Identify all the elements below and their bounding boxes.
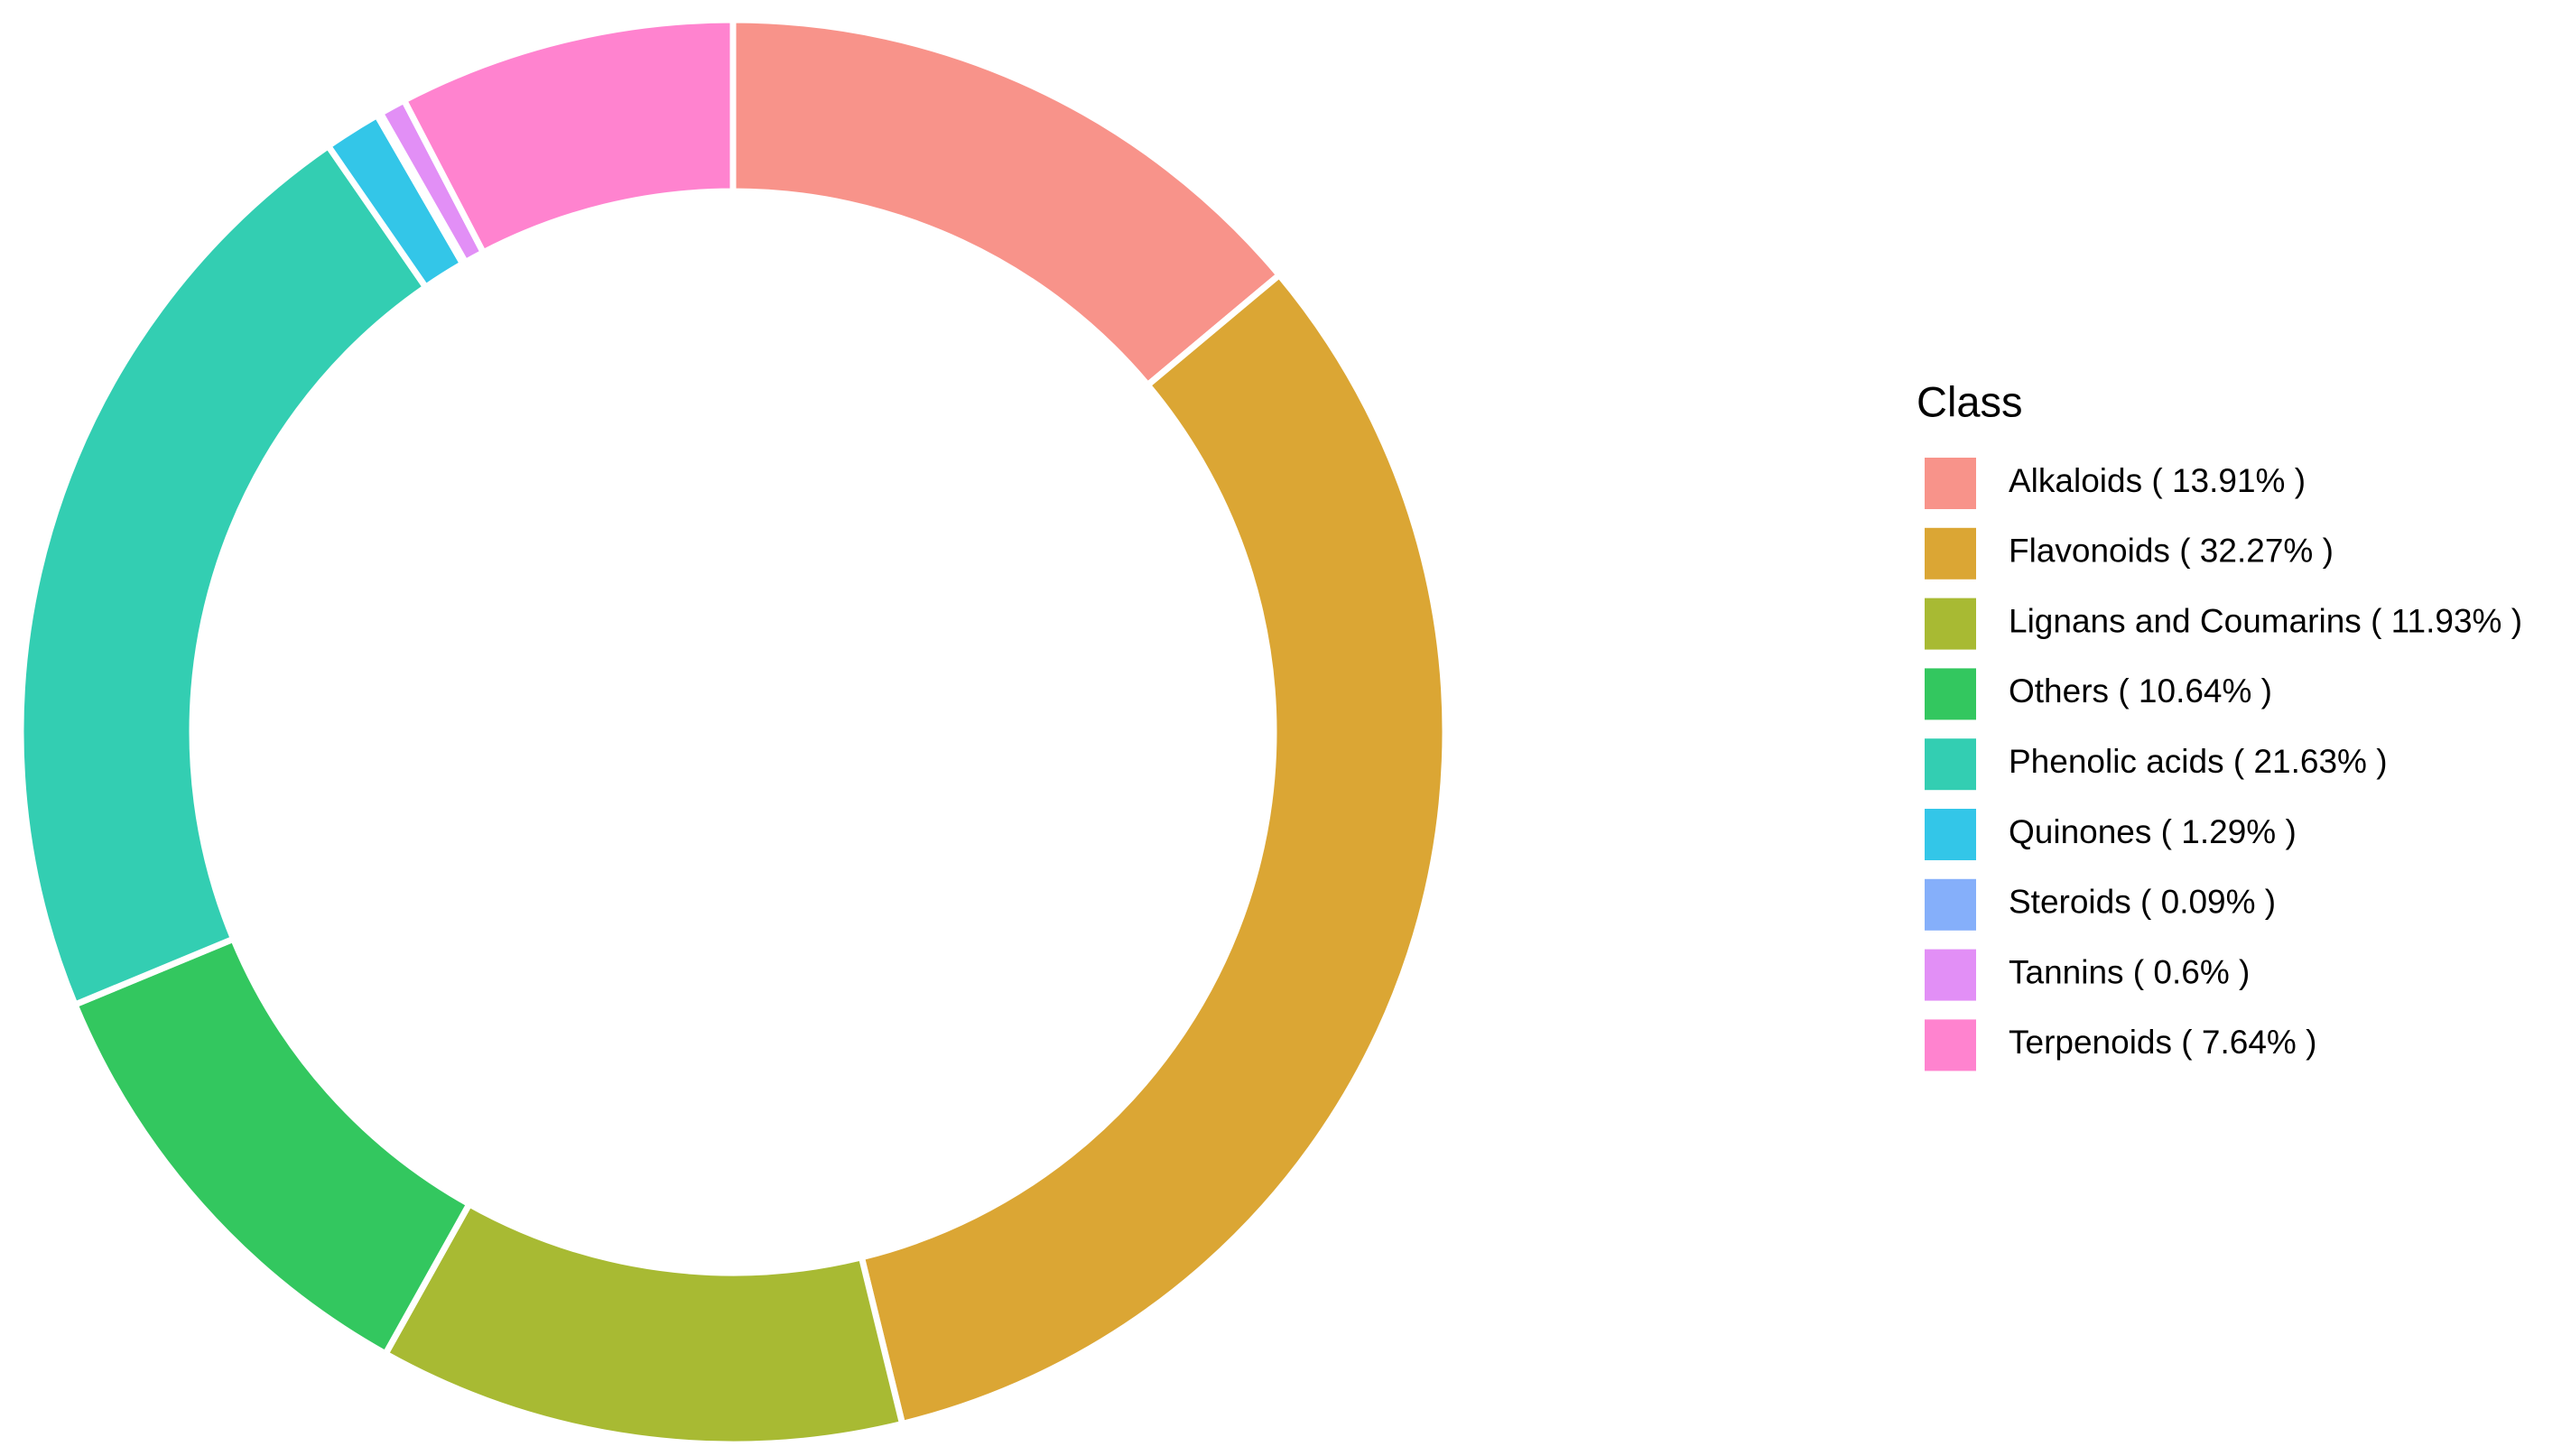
- legend-label: Steroids ( 0.09% ): [2009, 884, 2276, 921]
- legend-key: [1925, 1019, 1976, 1071]
- legend-label: Phenolic acids ( 21.63% ): [2009, 743, 2388, 780]
- legend-title: Class: [1917, 377, 2023, 425]
- legend-key: [1925, 878, 1976, 931]
- legend-key: [1925, 598, 1976, 650]
- legend-key: [1925, 527, 1976, 580]
- donut-slice: [858, 270, 1449, 1428]
- legend-label: Tannins ( 0.6% ): [2009, 953, 2250, 990]
- legend-label: Others ( 10.64% ): [2009, 672, 2272, 709]
- legend-key: [1925, 738, 1976, 791]
- legend-label: Alkaloids ( 13.91% ): [2009, 462, 2306, 499]
- legend-key: [1925, 458, 1976, 509]
- legend-label: Lignans and Coumarins ( 11.93% ): [2009, 602, 2522, 639]
- legend-key: [1925, 668, 1976, 720]
- donut-slice: [17, 141, 431, 1009]
- legend-label: Flavonoids ( 32.27% ): [2009, 533, 2334, 570]
- donut-slice: [399, 16, 737, 257]
- legend-key: [1925, 949, 1976, 1001]
- legend-label: Terpenoids ( 7.64% ): [2009, 1024, 2316, 1061]
- legend-label: Quinones ( 1.29% ): [2009, 813, 2297, 850]
- legend-key: [1925, 809, 1976, 860]
